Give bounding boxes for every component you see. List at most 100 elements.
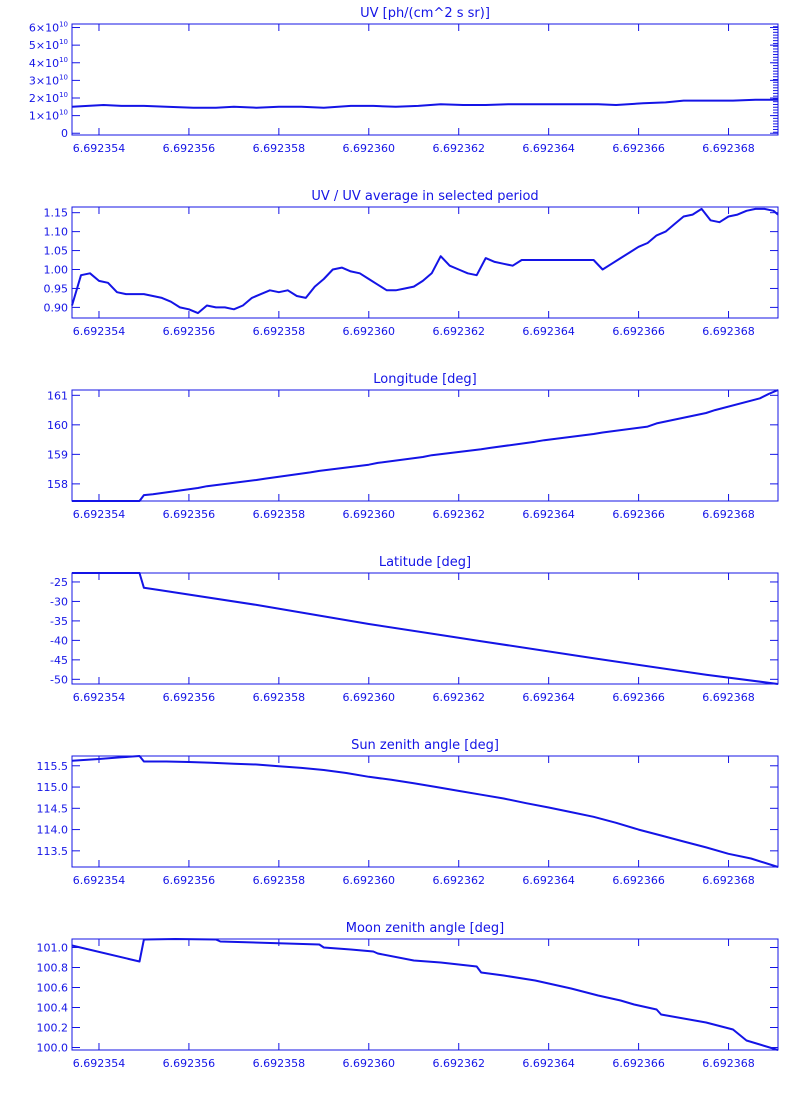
y-tick-label: 1.00 <box>44 264 69 277</box>
x-tick-label: 6.692358 <box>253 508 306 521</box>
y-tick-label: 100.6 <box>37 982 69 995</box>
chart-panel-5: Sun zenith angle [deg] 6.692354 6.692356 6.… <box>37 738 779 887</box>
chart-title: Sun zenith angle [deg] <box>351 738 499 753</box>
data-series-line <box>72 389 779 502</box>
plot-frame <box>71 572 779 685</box>
y-tick-label: 2×1010 <box>29 91 68 105</box>
x-tick-label: 6.692368 <box>702 691 755 704</box>
x-tick-label: 6.692356 <box>163 874 216 887</box>
x-tick-label: 6.692364 <box>522 142 575 155</box>
y-tick-label: 1×1010 <box>29 109 68 123</box>
x-tick-label: 6.692354 <box>73 508 126 521</box>
chart-panel-4: Latitude [deg] 6.692354 6.692356 6.692358 6.… <box>50 555 779 704</box>
x-tick-label: 6.692354 <box>73 691 126 704</box>
x-tick-label: 6.692362 <box>432 325 485 338</box>
y-tick-label: 100.2 <box>37 1022 69 1035</box>
x-tick-label: 6.692368 <box>702 142 755 155</box>
y-tick-label: 159 <box>47 448 68 461</box>
plot-frame <box>71 755 779 868</box>
x-tick-label: 6.692354 <box>73 1057 126 1070</box>
plot-frame <box>71 23 779 136</box>
x-tick-label: 6.692360 <box>343 691 396 704</box>
x-tick-label: 6.692356 <box>163 325 216 338</box>
x-tick-label: 6.692362 <box>432 691 485 704</box>
y-tick-label: 1.05 <box>44 245 69 258</box>
x-tick-label: 6.692360 <box>343 1057 396 1070</box>
plot-frame <box>71 938 779 1051</box>
data-series-line <box>71 98 778 109</box>
y-tick-label: -30 <box>50 595 68 608</box>
y-tick-label: -35 <box>50 615 68 628</box>
x-tick-label: 6.692364 <box>522 325 575 338</box>
x-tick-label: 6.692366 <box>612 874 665 887</box>
x-tick-label: 6.692356 <box>163 508 216 521</box>
plot-frame <box>71 389 779 502</box>
x-tick-label: 6.692362 <box>432 142 485 155</box>
data-series-line <box>71 207 779 315</box>
y-tick-label: 114.0 <box>37 824 69 837</box>
y-tick-label: -25 <box>50 576 68 589</box>
x-tick-label: 6.692366 <box>612 691 665 704</box>
x-tick-label: 6.692366 <box>612 1057 665 1070</box>
x-tick-label: 6.692366 <box>612 325 665 338</box>
plot-frame <box>71 206 779 319</box>
x-tick-label: 6.692360 <box>343 325 396 338</box>
x-tick-label: 6.692358 <box>253 691 306 704</box>
chart-title: Moon zenith angle [deg] <box>346 921 504 936</box>
x-tick-label: 6.692356 <box>163 691 216 704</box>
x-tick-label: 6.692364 <box>522 1057 575 1070</box>
y-tick-label: 101.0 <box>37 942 69 955</box>
y-tick-label: 100.4 <box>37 1002 69 1015</box>
y-tick-label: 100.8 <box>37 962 69 975</box>
y-tick-label: -40 <box>50 634 68 647</box>
y-tick-label: 100.0 <box>37 1042 69 1055</box>
chart-panel-2: UV / UV average in selected period 6.6923… <box>44 189 779 338</box>
x-tick-label: 6.692368 <box>702 1057 755 1070</box>
x-tick-label: 6.692356 <box>163 142 216 155</box>
y-tick-label: 160 <box>47 419 68 432</box>
y-tick-label: -45 <box>50 654 68 667</box>
x-tick-label: 6.692362 <box>432 874 485 887</box>
y-tick-label: 1.10 <box>44 226 69 239</box>
x-tick-label: 6.692356 <box>163 1057 216 1070</box>
chart-panel-3: Longitude [deg] 6.692354 6.692356 6.692358 6… <box>47 372 779 521</box>
data-series-line <box>71 755 779 868</box>
x-tick-label: 6.692358 <box>253 142 306 155</box>
x-tick-label: 6.692354 <box>73 874 126 887</box>
data-series-line <box>72 572 779 685</box>
y-tick-label: 113.5 <box>37 845 69 858</box>
chart-title: Latitude [deg] <box>379 555 471 570</box>
y-tick-label: 0 <box>61 127 68 140</box>
y-tick-label: 114.5 <box>37 802 69 815</box>
x-tick-label: 6.692368 <box>702 325 755 338</box>
x-tick-label: 6.692354 <box>73 142 126 155</box>
y-tick-label: 6×1010 <box>29 21 68 35</box>
x-tick-label: 6.692354 <box>73 325 126 338</box>
x-tick-label: 6.692364 <box>522 691 575 704</box>
y-tick-label: 158 <box>47 478 68 491</box>
y-tick-label: 5×1010 <box>29 38 68 52</box>
chart-panel-6: Moon zenith angle [deg] 6.692354 6.692356 6… <box>37 921 779 1070</box>
data-series-line <box>71 938 779 1051</box>
chart-title: Longitude [deg] <box>373 372 476 387</box>
x-tick-label: 6.692364 <box>522 874 575 887</box>
x-tick-label: 6.692368 <box>702 508 755 521</box>
y-tick-label: 0.90 <box>44 301 69 314</box>
x-tick-label: 6.692358 <box>253 325 306 338</box>
x-tick-label: 6.692368 <box>702 874 755 887</box>
x-tick-label: 6.692366 <box>612 508 665 521</box>
x-tick-label: 6.692358 <box>253 874 306 887</box>
x-tick-label: 6.692362 <box>432 1057 485 1070</box>
y-tick-label: -50 <box>50 673 68 686</box>
y-tick-label: 161 <box>47 389 68 402</box>
chart-title: UV / UV average in selected period <box>311 189 538 204</box>
chart-title: UV [ph/(cm^2 s sr)] <box>360 6 490 21</box>
y-tick-label: 4×1010 <box>29 56 68 70</box>
x-tick-label: 6.692360 <box>343 142 396 155</box>
y-tick-label: 0.95 <box>44 282 69 295</box>
y-tick-label: 115.0 <box>37 781 69 794</box>
y-tick-label: 3×1010 <box>29 73 68 87</box>
x-tick-label: 6.692360 <box>343 874 396 887</box>
y-tick-label: 115.5 <box>37 760 69 773</box>
x-tick-label: 6.692362 <box>432 508 485 521</box>
